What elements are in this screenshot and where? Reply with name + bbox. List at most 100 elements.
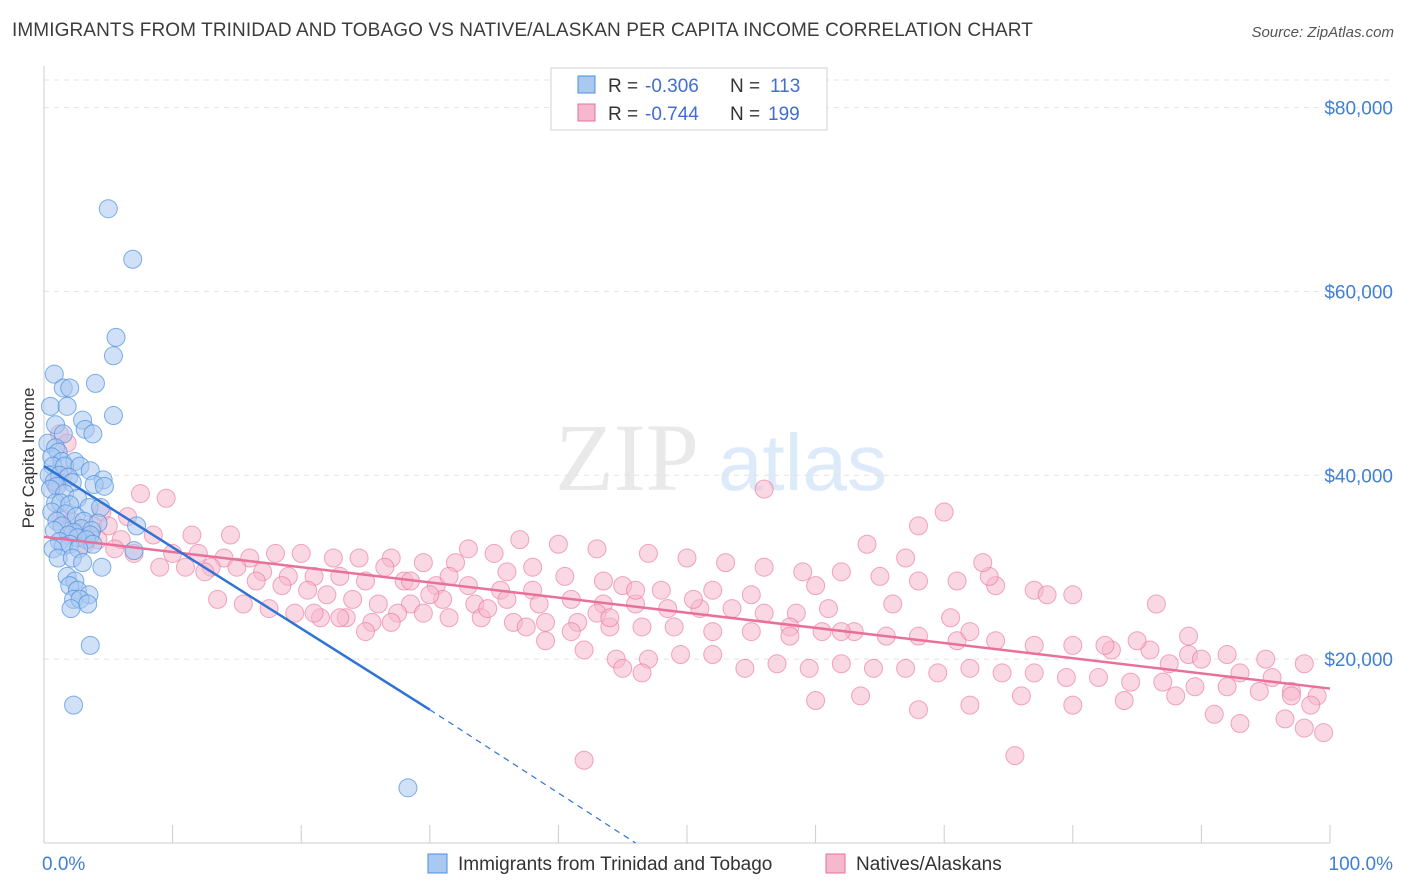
legend-r-label-blue: R = bbox=[608, 76, 638, 97]
native-point-119 bbox=[741, 585, 761, 605]
native-point-206 bbox=[478, 599, 498, 619]
native-point-169 bbox=[908, 516, 928, 536]
native-point-161 bbox=[1230, 713, 1250, 733]
y-tick-labels: $20,000 $40,000 $60,000 $80,000 bbox=[1324, 99, 1393, 672]
chart-title: IMMIGRANTS FROM TRINIDAD AND TOBAGO VS N… bbox=[12, 20, 1033, 41]
immigrant-point-80 bbox=[64, 695, 84, 715]
native-point-85 bbox=[741, 622, 761, 642]
native-point-198 bbox=[420, 585, 440, 605]
native-point-84 bbox=[703, 622, 723, 642]
native-point-151 bbox=[632, 663, 652, 683]
native-point-160 bbox=[1204, 704, 1224, 724]
native-point-126 bbox=[574, 640, 594, 660]
native-point-203 bbox=[381, 612, 401, 632]
native-point-129 bbox=[671, 645, 691, 665]
legend-n-label-pink: N = bbox=[730, 104, 760, 125]
native-point-177 bbox=[973, 553, 993, 573]
native-point-199 bbox=[375, 557, 395, 577]
immigrant-point-1 bbox=[123, 249, 143, 269]
native-point-96 bbox=[1140, 640, 1160, 660]
native-point-139 bbox=[992, 663, 1012, 683]
native-point-157 bbox=[1063, 695, 1083, 715]
native-point-147 bbox=[1249, 681, 1269, 701]
native-point-179 bbox=[780, 626, 800, 646]
native-point-164 bbox=[1314, 723, 1334, 743]
native-point-173 bbox=[1037, 585, 1057, 605]
native-point-105 bbox=[677, 548, 697, 568]
native-point-100 bbox=[1294, 654, 1314, 674]
bottom-legend-label-pink: Natives/Alaskans bbox=[856, 854, 1002, 875]
native-point-115 bbox=[1063, 585, 1083, 605]
native-point-82 bbox=[632, 617, 652, 637]
immigrant-point-5 bbox=[85, 373, 105, 393]
native-point-154 bbox=[908, 700, 928, 720]
native-point-68 bbox=[233, 594, 253, 614]
native-point-125 bbox=[683, 589, 703, 609]
y-axis-label: Per Capita Income bbox=[19, 388, 38, 529]
native-point-143 bbox=[1121, 672, 1141, 692]
native-point-131 bbox=[735, 658, 755, 678]
native-point-135 bbox=[863, 658, 883, 678]
native-point-186 bbox=[1191, 649, 1211, 669]
native-point-50 bbox=[317, 585, 337, 605]
legend-n-value-pink: 199 bbox=[768, 104, 800, 125]
immigrant-point-77 bbox=[78, 594, 98, 614]
native-point-111 bbox=[908, 571, 928, 591]
immigrant-point-69 bbox=[92, 557, 112, 577]
native-point-142 bbox=[1089, 668, 1109, 688]
native-point-108 bbox=[793, 562, 813, 582]
y-tick-label-0: $20,000 bbox=[1324, 650, 1393, 671]
native-point-92 bbox=[986, 631, 1006, 651]
legend-swatch-blue bbox=[577, 75, 596, 94]
native-point-134 bbox=[831, 654, 851, 674]
legend-box bbox=[550, 67, 828, 131]
native-point-153 bbox=[851, 686, 871, 706]
native-point-201 bbox=[304, 603, 324, 623]
native-point-155 bbox=[960, 695, 980, 715]
y-tick-label-2: $60,000 bbox=[1324, 282, 1393, 303]
native-point-104 bbox=[638, 543, 658, 563]
native-point-112 bbox=[947, 571, 967, 591]
native-point-51 bbox=[343, 589, 363, 609]
native-point-192 bbox=[497, 562, 517, 582]
immigrants-trendline-solid bbox=[43, 465, 431, 711]
bottom-legend-swatch-blue bbox=[427, 853, 448, 874]
native-point-168 bbox=[934, 502, 954, 522]
native-point-190 bbox=[1301, 695, 1321, 715]
native-point-175 bbox=[857, 534, 877, 554]
native-point-159 bbox=[1166, 686, 1186, 706]
native-point-117 bbox=[651, 580, 671, 600]
native-point-172 bbox=[1179, 626, 1199, 646]
native-point-49 bbox=[298, 580, 318, 600]
y-tick-label-1: $40,000 bbox=[1324, 466, 1393, 487]
watermark: ZIP atlas bbox=[555, 404, 887, 511]
native-point-195 bbox=[561, 622, 581, 642]
y-tick-label-3: $80,000 bbox=[1324, 99, 1393, 120]
native-point-150 bbox=[613, 658, 633, 678]
native-point-158 bbox=[1114, 691, 1134, 711]
native-point-98 bbox=[1217, 645, 1237, 665]
native-point-103 bbox=[587, 539, 607, 559]
native-point-176 bbox=[883, 594, 903, 614]
native-point-152 bbox=[806, 691, 826, 711]
immigrant-point-81 bbox=[398, 778, 418, 798]
bottom-legend-swatch-pink bbox=[825, 853, 846, 874]
natives-trendline bbox=[43, 535, 1331, 690]
immigrant-point-78 bbox=[61, 599, 81, 619]
legend-n-value-blue: 113 bbox=[770, 76, 800, 97]
bottom-legend-label-blue: Immigrants from Trinidad and Tobago bbox=[458, 854, 772, 875]
immigrant-point-34 bbox=[94, 476, 114, 496]
immigrant-point-0 bbox=[98, 199, 118, 219]
native-point-99 bbox=[1256, 649, 1276, 669]
native-point-156 bbox=[1011, 686, 1031, 706]
trendlines bbox=[43, 465, 1331, 844]
native-point-140 bbox=[1024, 663, 1044, 683]
native-point-90 bbox=[908, 626, 928, 646]
native-point-110 bbox=[870, 566, 890, 586]
native-point-52 bbox=[368, 594, 388, 614]
native-point-167 bbox=[754, 479, 774, 499]
native-point-194 bbox=[536, 631, 556, 651]
native-point-48 bbox=[272, 576, 292, 596]
legend-swatch-pink bbox=[577, 103, 596, 122]
